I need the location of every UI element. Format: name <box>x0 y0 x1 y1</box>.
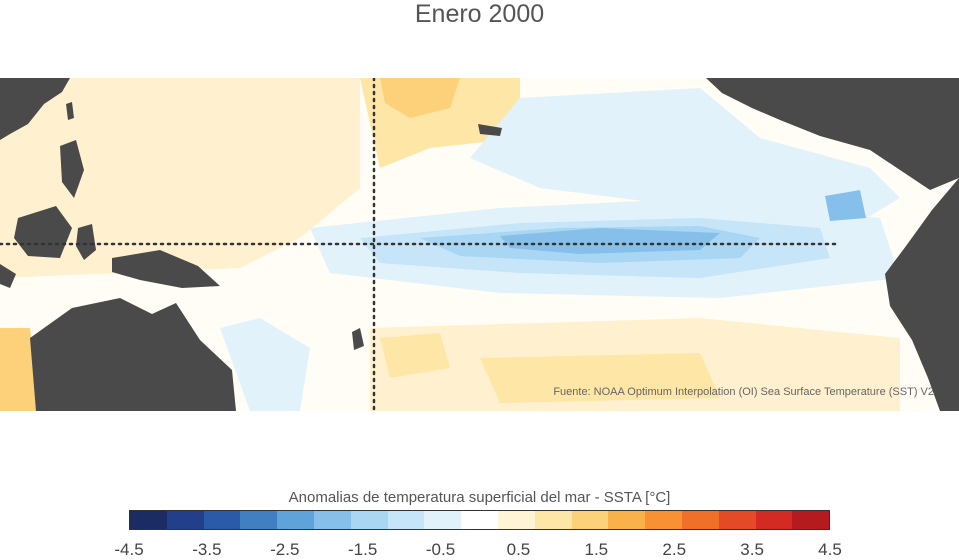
colorbar-tick-label: 1.5 <box>584 540 609 559</box>
cool-anomaly-equatorial-core <box>500 228 720 254</box>
colorbar-segment <box>608 511 646 529</box>
ssta-map <box>0 78 959 411</box>
colorbar-segment <box>792 511 830 529</box>
cool-anomaly-southwest <box>220 318 310 411</box>
land-philippines <box>60 140 84 198</box>
land-sumatra <box>0 264 16 288</box>
colorbar-tick-label: -2.5 <box>270 540 300 559</box>
cool-anomaly-east-blob <box>825 190 866 221</box>
colorbar-label: Anomalias de temperatura superficial del… <box>288 489 671 506</box>
colorbar-tick-label: -4.5 <box>114 540 144 559</box>
colorbar-segment <box>350 511 388 529</box>
colorbar-segment <box>203 511 241 529</box>
colorbar-segment <box>461 511 498 529</box>
colorbar-tick-label: -3.5 <box>192 540 222 559</box>
land-south-america <box>885 178 959 411</box>
colorbar <box>129 510 830 530</box>
colorbar-tick-label: 2.5 <box>662 540 687 559</box>
colorbar-segment <box>277 511 314 529</box>
land-australia <box>30 298 236 411</box>
land-hawaii <box>478 124 502 136</box>
colorbar-segment <box>681 511 719 529</box>
map-title: Enero 2000 <box>414 0 545 28</box>
warm-anomaly-south-east <box>480 353 720 403</box>
colorbar-segment <box>130 511 167 529</box>
land-new-zealand <box>352 328 364 350</box>
colorbar-segment <box>718 511 756 529</box>
colorbar-ticks: -4.5 -3.5 -2.5 -1.5 -0.5 0.5 1.5 2.5 3.5 4.5 <box>0 540 959 560</box>
warm-anomaly-south-patch <box>380 333 450 378</box>
colorbar-tick-label: -1.5 <box>348 540 378 559</box>
colorbar-segment <box>424 511 462 529</box>
colorbar-segment <box>387 511 425 529</box>
colorbar-tick-label: 3.5 <box>740 540 764 559</box>
colorbar-tick-label: -0.5 <box>425 540 456 559</box>
colorbar-segment <box>166 511 204 529</box>
land-new-guinea <box>112 250 220 288</box>
colorbar-segment <box>755 511 793 529</box>
source-credit: Fuente: NOAA Optimum Interpolation (OI) … <box>553 386 934 398</box>
colorbar-segment <box>571 511 609 529</box>
colorbar-segment <box>497 511 535 529</box>
land-taiwan <box>66 102 74 120</box>
colorbar-segment <box>313 511 351 529</box>
colorbar-segment <box>534 511 572 529</box>
land-north-america <box>706 78 959 190</box>
land-sulawesi <box>76 224 96 260</box>
land-masses <box>0 78 959 411</box>
warm-anomaly-kuroshio <box>380 78 460 118</box>
warm-anomaly-southwest <box>0 328 40 411</box>
colorbar-tick-label: 4.5 <box>818 540 842 559</box>
colorbar-tick-label: 0.5 <box>506 540 531 559</box>
cool-anomaly-north-east <box>470 88 900 228</box>
land-asia <box>0 78 70 140</box>
colorbar-segment <box>240 511 278 529</box>
colorbar-segment <box>645 511 682 529</box>
